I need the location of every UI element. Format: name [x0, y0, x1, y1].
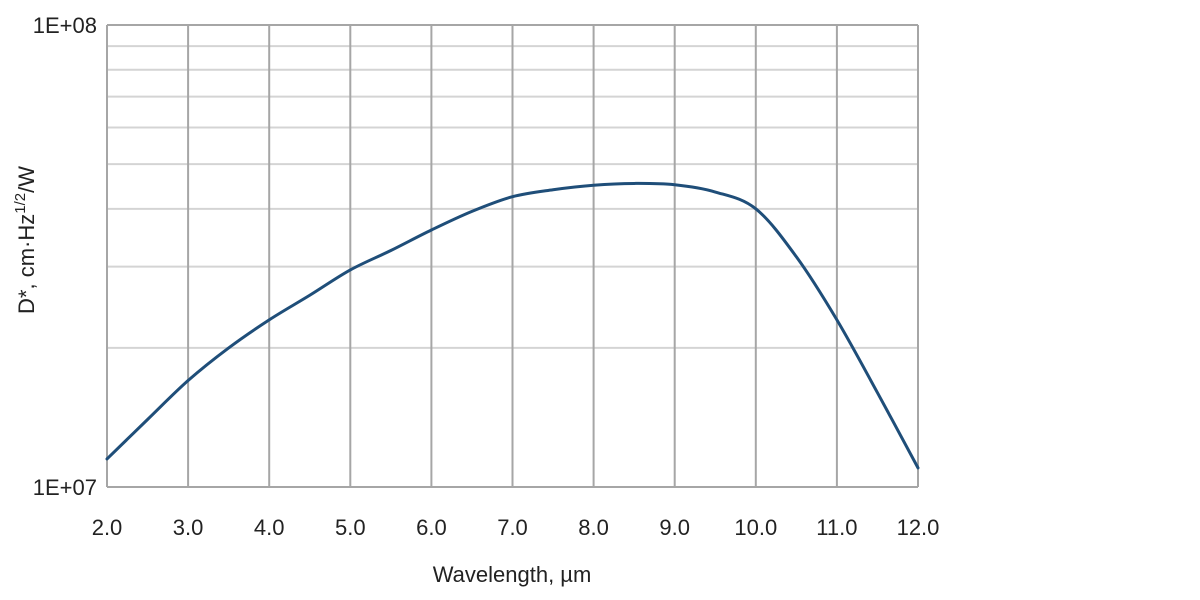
x-tick-label: 9.0	[659, 515, 690, 540]
x-tick-label: 3.0	[173, 515, 204, 540]
series-layer	[105, 181, 920, 470]
x-tick-label: 11.0	[816, 515, 857, 540]
x-axis-title: Wavelength, µm	[433, 562, 592, 587]
y-tick-label: 1E+08	[33, 13, 97, 38]
x-tick-label: 6.0	[416, 515, 447, 540]
x-tick-label: 4.0	[254, 515, 285, 540]
x-tick-label: 8.0	[578, 515, 609, 540]
y-tick-labels: 1E+07 1E+08	[33, 13, 97, 500]
x-tick-label: 2.0	[92, 515, 123, 540]
detectivity-series-line	[105, 181, 920, 470]
x-tick-label: 10.0	[734, 515, 777, 540]
y-axis-title: D*, cm·Hz1/2/W	[12, 166, 39, 314]
x-tick-label: 7.0	[497, 515, 528, 540]
x-tick-labels: 2.0 3.0 4.0 5.0 6.0 7.0 8.0 9.0 10.0 11.0 12.0	[92, 515, 940, 540]
x-tick-label: 12.0	[897, 515, 940, 540]
x-tick-label: 5.0	[335, 515, 366, 540]
major-gridlines	[106, 24, 919, 488]
y-axis-title-sup: 1/2	[12, 193, 29, 214]
y-tick-label: 1E+07	[33, 475, 97, 500]
y-axis-title-main: D*, cm·Hz	[14, 214, 39, 314]
y-axis-title-tail: /W	[14, 166, 39, 193]
